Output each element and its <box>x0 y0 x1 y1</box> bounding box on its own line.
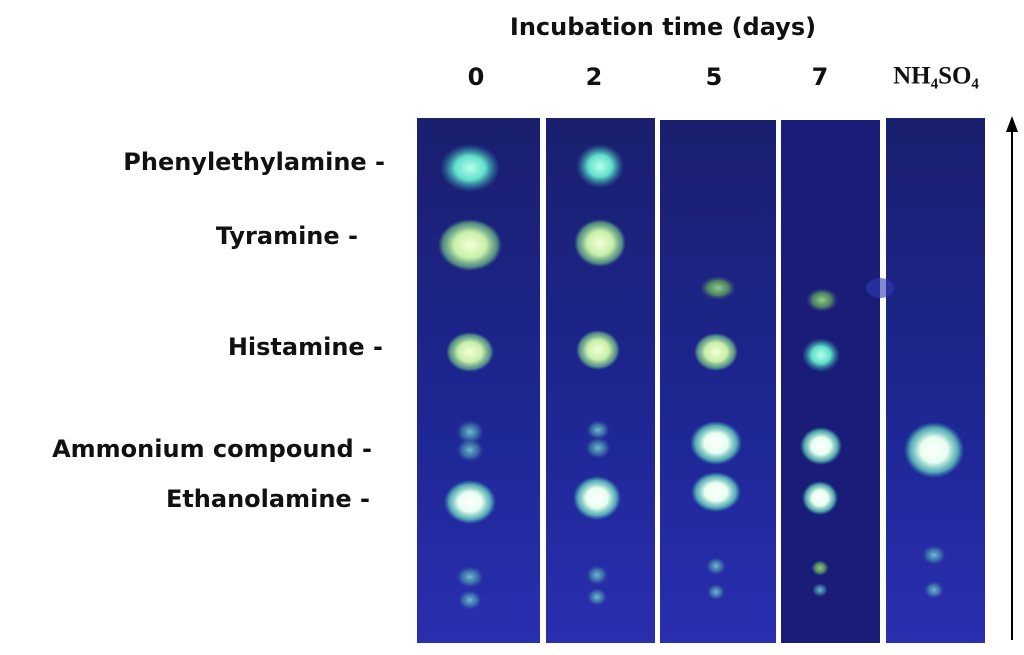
spot <box>866 278 894 298</box>
spot <box>802 481 838 515</box>
spot <box>456 438 484 462</box>
spot <box>691 472 741 512</box>
spot <box>904 422 964 478</box>
spot <box>576 330 620 370</box>
spot <box>802 338 840 372</box>
lane-label: 7 <box>812 63 829 91</box>
title: Incubation time (days) <box>510 13 816 41</box>
spot <box>576 144 624 188</box>
plate-lane <box>781 120 880 643</box>
plate-lane <box>417 118 540 643</box>
spot <box>574 219 626 267</box>
spot <box>700 276 736 300</box>
spot <box>806 288 838 312</box>
spot <box>800 427 842 465</box>
spot <box>444 480 496 524</box>
spot <box>690 421 742 465</box>
spot <box>458 590 482 610</box>
plate-lane <box>546 118 655 643</box>
lane-label: 5 <box>706 63 723 91</box>
plate-lane <box>660 120 776 643</box>
spot <box>707 584 725 600</box>
compound-label: Phenylethylamine - <box>123 148 385 176</box>
compound-label: Tyramine - <box>216 222 358 250</box>
plates <box>417 118 985 643</box>
spots <box>438 144 964 610</box>
spot <box>438 219 502 271</box>
compound-label: Ammonium compound - <box>52 435 372 463</box>
spot <box>446 332 494 372</box>
spot <box>694 333 738 371</box>
spot <box>587 588 607 606</box>
lane-label: NH₄SO₄ <box>893 63 979 90</box>
spot <box>812 583 828 597</box>
spot <box>456 566 484 588</box>
direction-arrow <box>1006 116 1018 640</box>
spot <box>456 420 484 444</box>
lane-label: 2 <box>586 63 603 91</box>
spot <box>585 437 611 459</box>
spot <box>586 565 608 585</box>
compound-label: Ethanolamine - <box>166 485 370 513</box>
spot <box>440 144 500 192</box>
spot <box>1006 116 1018 132</box>
spot <box>922 545 946 565</box>
spot <box>706 557 726 575</box>
spot <box>586 420 610 440</box>
spot <box>924 581 944 599</box>
spot <box>573 476 621 520</box>
lane-label: 0 <box>468 63 485 91</box>
spot <box>811 560 829 576</box>
compound-label: Histamine - <box>228 333 383 361</box>
